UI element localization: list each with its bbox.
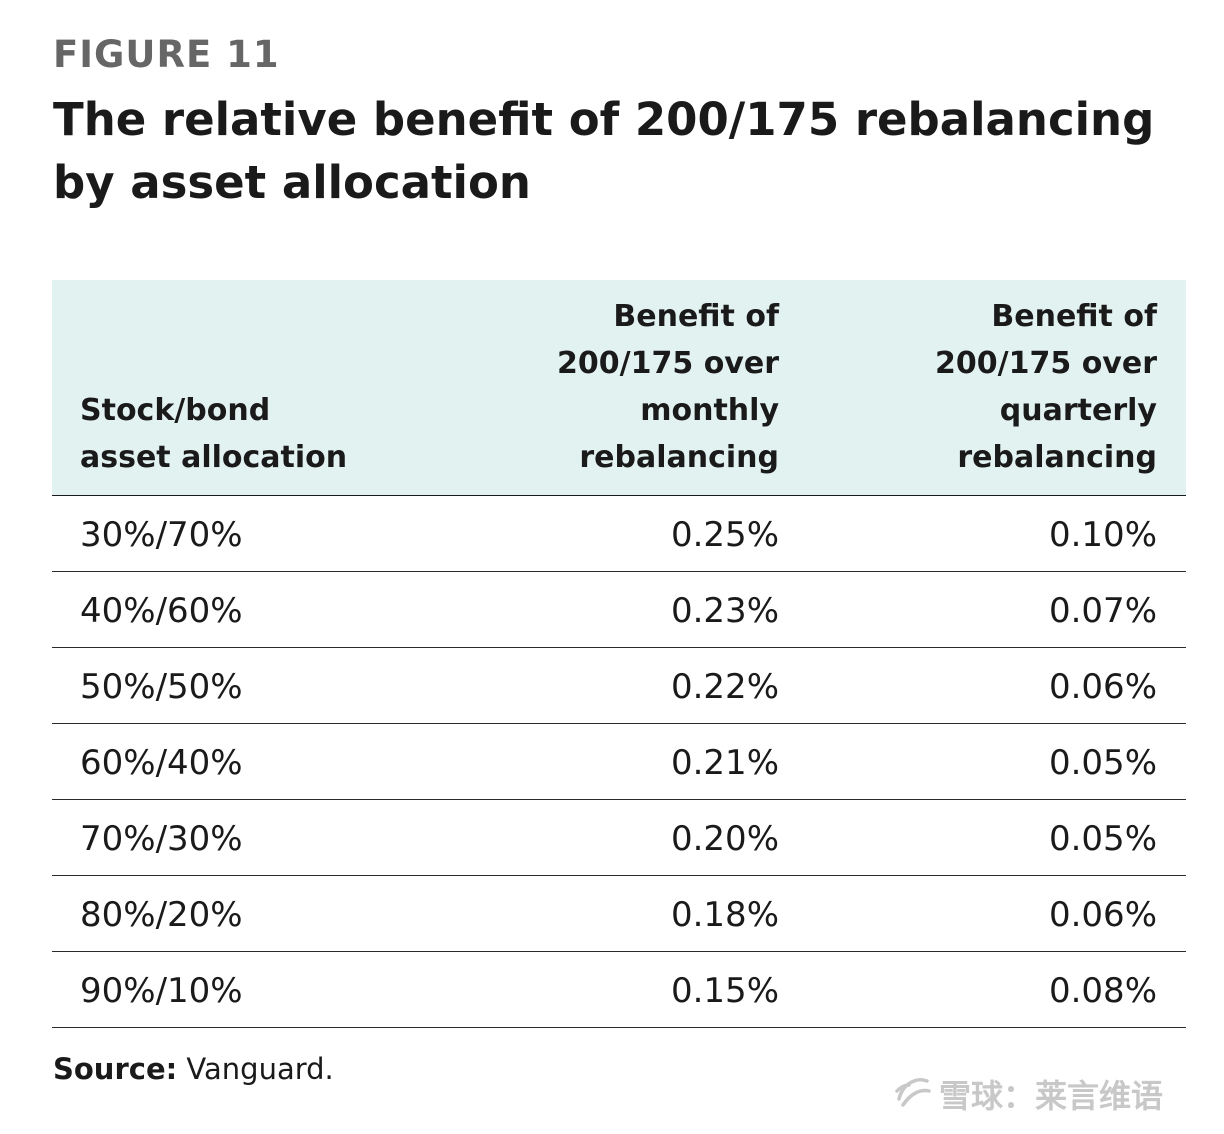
table-row: 60%/40% 0.21% 0.05% xyxy=(52,724,1186,800)
cell-quarterly-benefit: 0.05% xyxy=(1048,743,1157,783)
column-header-quarterly: Benefit of 200/175 over quarterly rebala… xyxy=(935,299,1157,475)
cell-quarterly-benefit: 0.05% xyxy=(1048,819,1157,859)
table-row: 70%/30% 0.20% 0.05% xyxy=(52,800,1186,876)
table-row: 30%/70% 0.25% 0.10% xyxy=(52,496,1186,572)
snowball-logo-icon xyxy=(893,1074,933,1122)
data-table: Stock/bond asset allocation Benefit of 2… xyxy=(52,280,1186,1028)
cell-allocation: 30%/70% xyxy=(80,515,243,555)
table-row: 40%/60% 0.23% 0.07% xyxy=(52,572,1186,648)
cell-monthly-benefit: 0.21% xyxy=(670,743,779,783)
cell-allocation: 50%/50% xyxy=(80,667,243,707)
cell-monthly-benefit: 0.25% xyxy=(670,515,779,555)
cell-allocation: 80%/20% xyxy=(80,895,243,935)
cell-monthly-benefit: 0.18% xyxy=(670,895,779,935)
source-text: Vanguard. xyxy=(177,1052,334,1086)
cell-quarterly-benefit: 0.08% xyxy=(1048,971,1157,1011)
cell-monthly-benefit: 0.15% xyxy=(670,971,779,1011)
figure-label: FIGURE 11 xyxy=(53,33,280,76)
cell-allocation: 60%/40% xyxy=(80,743,243,783)
cell-quarterly-benefit: 0.07% xyxy=(1048,591,1157,631)
source-note: Source: Vanguard. xyxy=(53,1046,334,1092)
watermark: 雪球：莱言维语 xyxy=(893,1072,1163,1122)
cell-quarterly-benefit: 0.10% xyxy=(1048,515,1157,555)
cell-monthly-benefit: 0.23% xyxy=(670,591,779,631)
cell-quarterly-benefit: 0.06% xyxy=(1048,895,1157,935)
cell-monthly-benefit: 0.22% xyxy=(670,667,779,707)
table-row: 90%/10% 0.15% 0.08% xyxy=(52,952,1186,1028)
cell-quarterly-benefit: 0.06% xyxy=(1048,667,1157,707)
cell-monthly-benefit: 0.20% xyxy=(670,819,779,859)
table-header: Stock/bond asset allocation Benefit of 2… xyxy=(52,280,1186,496)
table-row: 80%/20% 0.18% 0.06% xyxy=(52,876,1186,952)
source-label: Source: xyxy=(53,1052,178,1086)
cell-allocation: 70%/30% xyxy=(80,819,243,859)
table-row: 50%/50% 0.22% 0.06% xyxy=(52,648,1186,724)
watermark-text: 雪球：莱言维语 xyxy=(939,1077,1164,1115)
cell-allocation: 90%/10% xyxy=(80,971,243,1011)
column-header-monthly: Benefit of 200/175 over monthly rebalanc… xyxy=(557,299,779,475)
cell-allocation: 40%/60% xyxy=(80,591,243,631)
figure-title: The relative benefit of 200/175 rebalanc… xyxy=(53,93,1155,209)
column-header-allocation: Stock/bond asset allocation xyxy=(80,393,348,475)
